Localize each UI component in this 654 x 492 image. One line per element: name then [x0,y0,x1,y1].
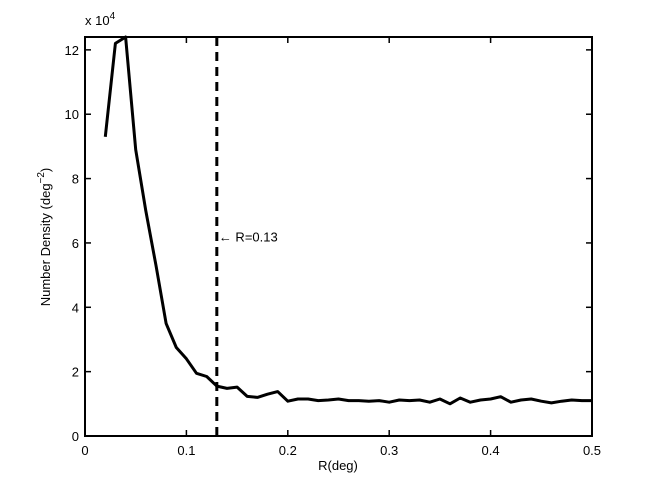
y-multiplier-exponent: 4 [110,11,116,22]
y-multiplier: x 104 [85,11,116,28]
plot-frame [84,36,593,437]
y-tick-label: 4 [72,300,79,315]
x-axis-label: R(deg) [318,458,358,473]
x-tick-label: 0.4 [482,443,500,458]
plot-background [85,37,592,436]
series-line [103,35,592,406]
y-tick-label: 6 [72,236,79,251]
data-lines [103,35,592,436]
y-axis-label: Number Density (deg−2) [36,168,53,307]
y-tick-label: 2 [72,365,79,380]
x-tick-label: 0 [81,443,88,458]
y-tick-label: 8 [72,172,79,187]
x-tick-label: 0.1 [177,443,195,458]
annotation-r-label: ← R=0.13 [219,230,278,245]
y-tick-label: 0 [72,429,79,444]
x-tick-label: 0.5 [583,443,601,458]
x-tick-label: 0.3 [380,443,398,458]
y-tick-label: 10 [65,107,79,122]
y-tick-label: 12 [65,43,79,58]
x-tick-label: 0.2 [279,443,297,458]
tick-labels: 0 0.1 0.2 0.3 0.4 0.5 0 2 4 6 8 10 12 [65,43,602,458]
